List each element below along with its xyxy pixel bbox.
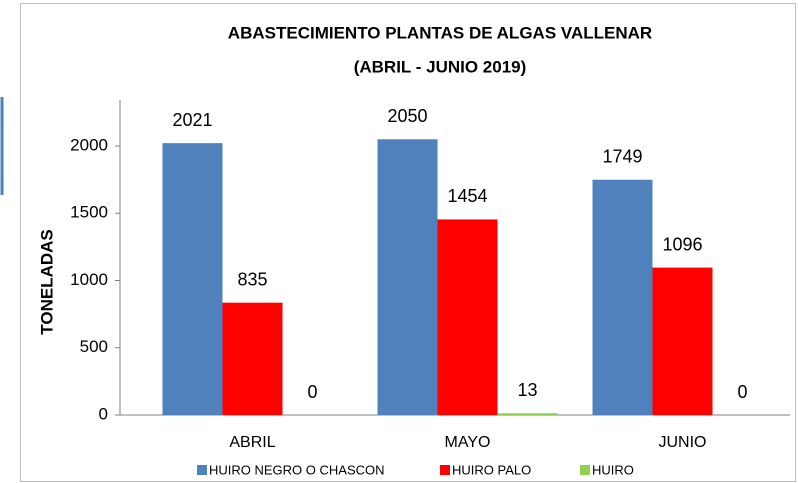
value-label: 2021 (172, 110, 212, 130)
value-label: 1749 (602, 147, 642, 167)
y-tick-label: 2000 (70, 135, 108, 154)
x-tick-label: ABRIL (229, 434, 275, 451)
value-label: 0 (307, 382, 317, 402)
bar (377, 139, 438, 415)
x-tick-label: MAYO (445, 434, 491, 451)
legend-label: HUIRO PALO (452, 462, 531, 477)
legend-label: HUIRO (592, 462, 634, 477)
y-tick-label: 1000 (70, 270, 108, 289)
x-tick-label: JUNIO (659, 434, 707, 451)
legend-swatch (440, 465, 450, 475)
value-label: 2050 (387, 106, 427, 126)
bar (497, 413, 558, 415)
bar (437, 219, 498, 415)
bar (652, 267, 713, 415)
value-label: 0 (737, 382, 747, 402)
y-tick-label: 0 (99, 404, 108, 423)
chart-title: ABASTECIMIENTO PLANTAS DE ALGAS VALLENAR (228, 23, 652, 42)
bar (222, 302, 283, 415)
value-label: 13 (517, 380, 537, 400)
value-label: 1096 (662, 234, 702, 254)
bar (162, 143, 223, 415)
y-axis-label: TONELADAS (37, 229, 56, 334)
side-decoration (0, 97, 4, 195)
legend-swatch (580, 465, 590, 475)
chart-title: (ABRIL - JUNIO 2019) (354, 57, 527, 76)
value-label: 1454 (447, 186, 487, 206)
value-label: 835 (237, 269, 267, 289)
bar (592, 179, 653, 415)
legend-swatch (197, 465, 207, 475)
legend-label: HUIRO NEGRO O CHASCON (209, 462, 385, 477)
y-tick-label: 500 (80, 337, 108, 356)
y-tick-label: 1500 (70, 203, 108, 222)
